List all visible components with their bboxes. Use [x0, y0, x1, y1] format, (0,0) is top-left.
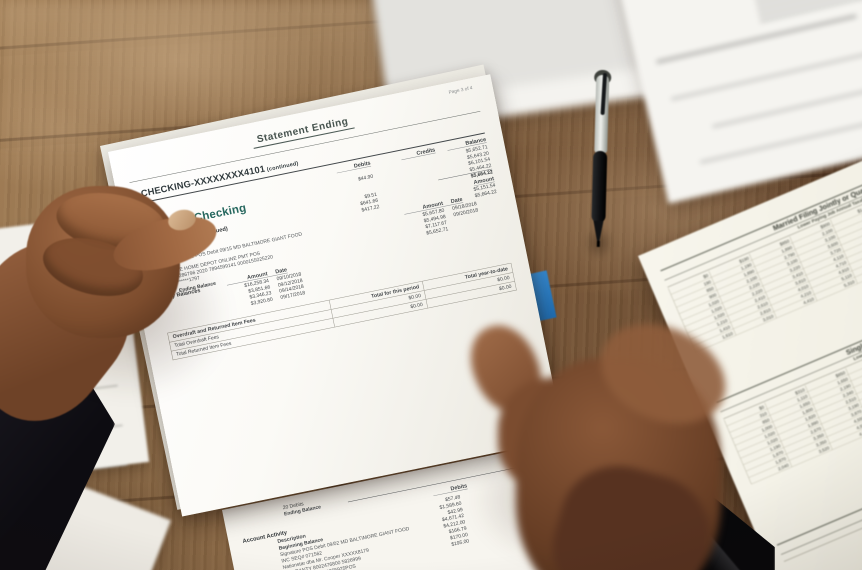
pen-tip: [596, 240, 600, 247]
form-rule-line: [671, 35, 862, 101]
pen-grip: [591, 150, 608, 224]
list-item: $44.90: [357, 173, 374, 183]
statement-rule: [133, 132, 485, 205]
lower-summary-lines: 20 Debits Ending Balance: [282, 497, 321, 517]
right-hand-shadow: [470, 430, 690, 570]
left-hand-shadow: [30, 230, 230, 400]
primary-checking-heading: Primary Checking: [146, 200, 248, 234]
lower-debit-values: $57.48 $1,589.60 $42.99 $4,671.42 $4,212.00 $…: [415, 494, 470, 553]
debit-values: $44.90 $9.51 $641.66 $417.22: [333, 174, 380, 218]
form-rule-line: [712, 68, 862, 128]
statement-page-number: Page 3 of 4: [448, 85, 474, 96]
form-rule-line: [700, 108, 862, 164]
lower-debits-header: Debits: [432, 482, 468, 497]
form-paragraph-line: [656, 14, 857, 64]
ballpoint-pen: [583, 69, 623, 261]
statement-title: Statement Ending: [251, 114, 355, 149]
